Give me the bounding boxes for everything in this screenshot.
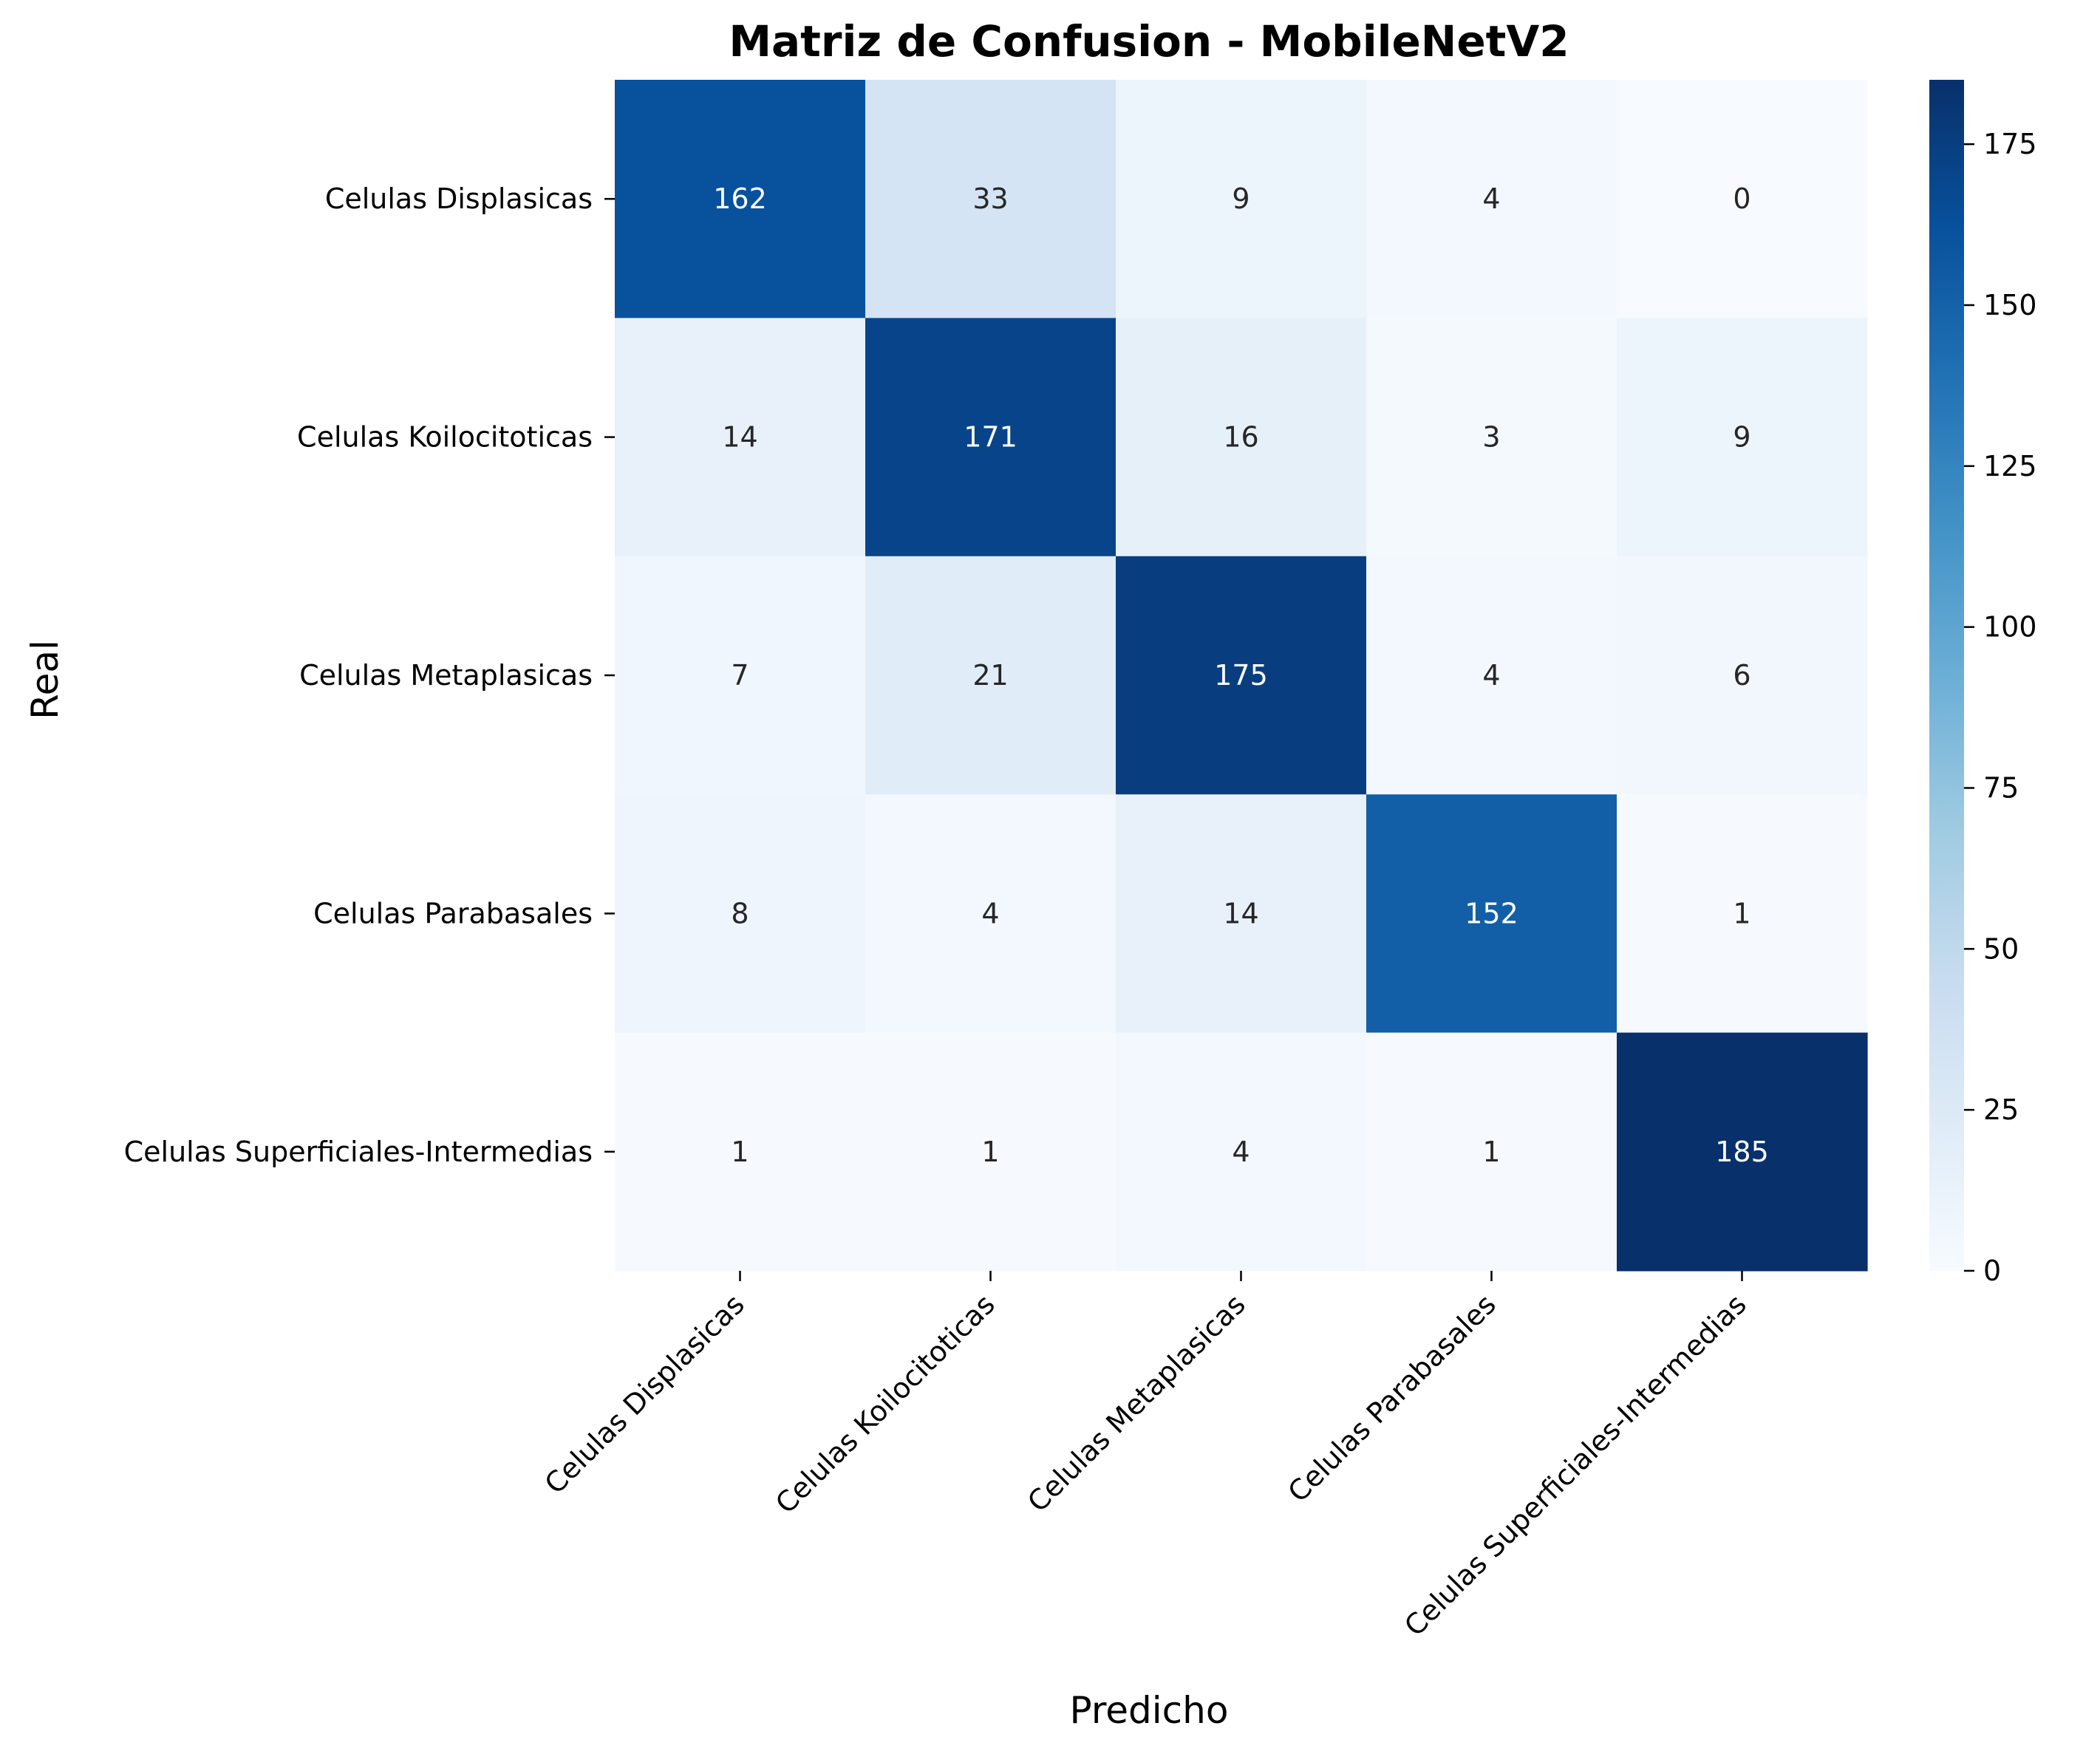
heatmap-cell [1366, 556, 1617, 795]
heatmap-cell [865, 794, 1117, 1034]
colorbar-tick-label: 150 [1983, 289, 2037, 321]
y-tick-label: Celulas Superficiales-Intermedias [124, 1136, 593, 1168]
chart-title: Matriz de Confusion - MobileNetV2 [729, 16, 1569, 66]
heatmap-cell [1617, 794, 1868, 1034]
y-tick-label: Celulas Parabasales [313, 897, 593, 929]
heatmap-cell [615, 80, 866, 318]
y-tick-label: Celulas Koilocitoticas [297, 421, 593, 454]
colorbar-tick-label: 175 [1983, 128, 2037, 160]
heatmap-cell [1366, 1032, 1617, 1272]
cell-value-label: 21 [972, 659, 1008, 692]
cell-value-label: 4 [981, 897, 999, 929]
cell-value-label: 1 [1733, 897, 1750, 929]
cell-value-label: 14 [1223, 897, 1258, 929]
x-tick-label: Celulas Parabasales [1282, 1288, 1502, 1508]
heatmap-cell [1366, 794, 1617, 1034]
x-tick-label: Celulas Displasicas [539, 1288, 751, 1500]
colorbar-tick-label: 50 [1983, 932, 2019, 965]
heatmap-cell [1116, 318, 1367, 557]
heatmap-cell [865, 80, 1117, 318]
colorbar-ticks: 0 25 50 75 100 125 150 175 [1964, 128, 2037, 1287]
heatmap-cell [1366, 318, 1617, 557]
cell-value-label: 8 [731, 897, 749, 929]
cell-value-label: 175 [1214, 659, 1268, 692]
y-axis-label: Real [24, 640, 67, 720]
x-tick-label: Celulas Metaplasicas [1021, 1288, 1252, 1518]
y-axis-tick-labels: Celulas Displasicas Celulas Koilocitotica… [124, 182, 615, 1168]
cell-value-label: 162 [713, 182, 767, 215]
cell-value-label: 9 [1733, 421, 1750, 454]
heatmap-cells: 162 33 9 4 014 171 16 3 97 21 175 4 68 4 14 152 11 1 4 1 185 [615, 80, 1868, 1272]
colorbar [1929, 80, 1964, 1271]
cell-value-label: 3 [1482, 421, 1500, 454]
cell-value-label: 152 [1465, 897, 1518, 929]
heatmap-cell [865, 556, 1117, 795]
heatmap-cell [1116, 794, 1367, 1034]
heatmap-cell [1366, 80, 1617, 318]
heatmap-cell [615, 556, 866, 795]
x-axis-tick-labels: Celulas Displasicas Celulas Koilocitotica… [539, 1271, 1753, 1642]
cell-value-label: 4 [1232, 1136, 1250, 1168]
cell-value-label: 0 [1733, 182, 1750, 215]
heatmap-cell [1617, 1032, 1868, 1272]
heatmap-cell [865, 318, 1117, 557]
cell-value-label: 1 [1482, 1136, 1500, 1168]
cell-value-label: 4 [1482, 659, 1500, 692]
cell-value-label: 7 [731, 659, 749, 692]
heatmap-cell [615, 794, 866, 1034]
heatmap-cell [1116, 556, 1367, 795]
cell-value-label: 14 [722, 421, 757, 454]
heatmap-cell [1116, 80, 1367, 318]
cell-value-label: 171 [964, 421, 1017, 454]
cell-value-label: 185 [1715, 1136, 1769, 1168]
x-axis-label: Predicho [1070, 1689, 1229, 1732]
heatmap-cell [1617, 556, 1868, 795]
y-tick-label: Celulas Metaplasicas [299, 659, 593, 692]
cell-value-label: 4 [1482, 182, 1500, 215]
cell-value-label: 16 [1223, 421, 1258, 454]
heatmap-cell [1116, 1032, 1367, 1272]
heatmap-cell [865, 1032, 1117, 1272]
cell-value-label: 1 [981, 1136, 999, 1168]
heatmap-cell [1617, 80, 1868, 318]
colorbar-tick-label: 100 [1983, 611, 2037, 644]
heatmap-cell [615, 1032, 866, 1272]
heatmap-cell [1617, 318, 1868, 557]
colorbar-tick-label: 0 [1983, 1255, 2001, 1287]
x-tick-label: Celulas Koilocitoticas [769, 1288, 1001, 1520]
cell-value-label: 9 [1232, 182, 1250, 215]
cell-value-label: 33 [972, 182, 1008, 215]
colorbar-tick-label: 25 [1983, 1093, 2019, 1126]
cell-value-label: 6 [1733, 659, 1750, 692]
colorbar-tick-label: 75 [1983, 771, 2019, 804]
colorbar-tick-label: 125 [1983, 450, 2037, 482]
heatmap-cell [615, 318, 866, 557]
cell-value-label: 1 [731, 1136, 749, 1168]
y-tick-label: Celulas Displasicas [325, 182, 593, 215]
